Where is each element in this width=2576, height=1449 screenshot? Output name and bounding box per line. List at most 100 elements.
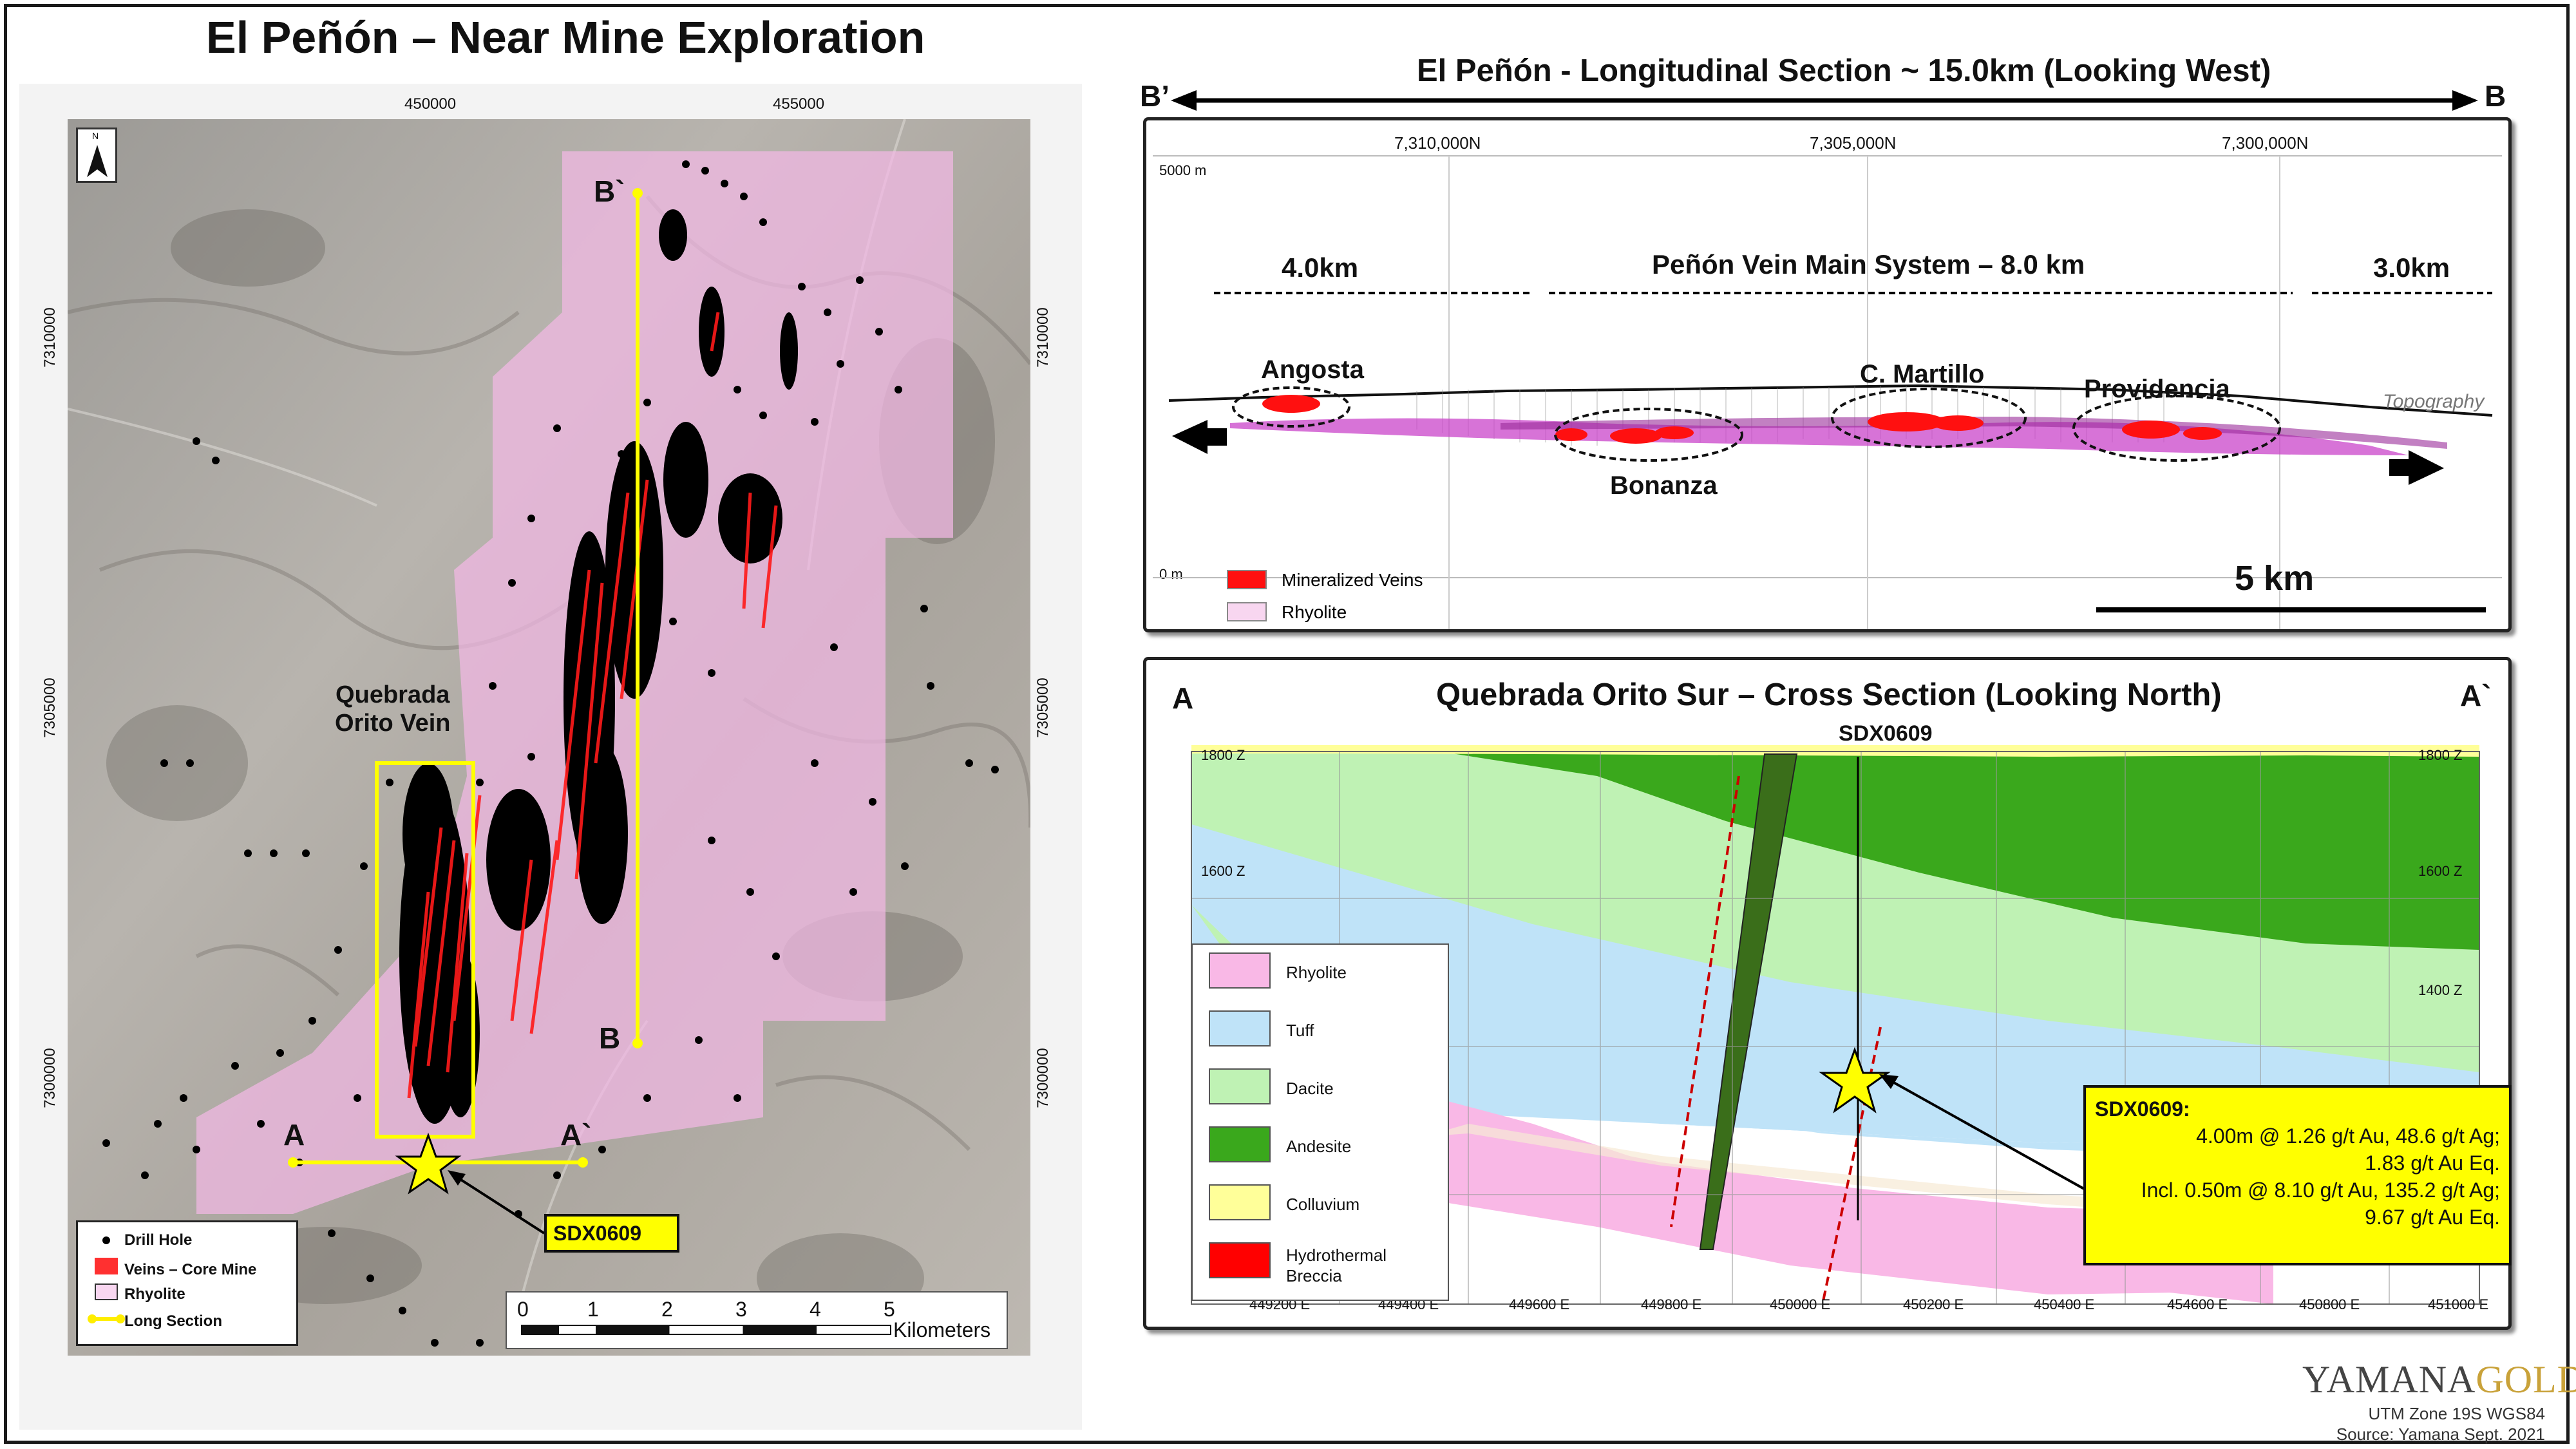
callout-line: 1.83 g/t Au Eq.	[2365, 1151, 2500, 1175]
scale-tick: 2	[661, 1298, 673, 1321]
legend-label-hydrothermal: Hydrothermal Breccia	[1286, 1245, 1387, 1286]
callout-leader	[453, 1174, 545, 1235]
long-section-end-left: B’	[1140, 79, 1170, 113]
long-section-graphic	[1153, 155, 2502, 629]
elev-left: 1800 Z	[1201, 747, 1245, 763]
cross-section-end-left: A	[1172, 681, 1194, 715]
legend-label: Hydrothermal	[1286, 1245, 1387, 1265]
deposit-label: C. Martillo	[1860, 360, 1985, 388]
map-top-tick: 450000	[404, 95, 457, 113]
easting: 450200 E	[1903, 1296, 1964, 1312]
veins-symbol	[95, 1258, 118, 1274]
geology-legend: Rhyolite Tuff Dacite Andesite Colluvium …	[1191, 943, 1449, 1301]
segment-label: Peñón Vein Main System – 8.0 km	[1652, 249, 2085, 279]
north-arrow-icon	[87, 145, 108, 177]
easting: 449800 E	[1641, 1296, 1702, 1312]
legend-label: Colluvium	[1286, 1195, 1360, 1214]
brand-yamana: YAMANA	[2302, 1358, 2476, 1401]
northing: 7,310,000N	[1394, 133, 1481, 153]
scale-tick: 1	[587, 1298, 599, 1321]
scale-unit: Kilometers	[893, 1318, 991, 1341]
legend-rhyolite: Rhyolite	[124, 1285, 185, 1303]
map-right-tick: 7305000	[1034, 677, 1052, 738]
map-left-tick: 7300000	[41, 1048, 59, 1108]
legend-swatch	[1209, 1010, 1271, 1046]
map-section-a2: A`	[560, 1118, 592, 1151]
brand-gold: GOLD	[2476, 1358, 2576, 1401]
deposit-label: Angosta	[1261, 355, 1364, 384]
assay-callout: SDX0609: 4.00m @ 1.26 g/t Au, 48.6 g/t A…	[2083, 1085, 2512, 1265]
deposit-label: Providencia	[2084, 375, 2230, 403]
mineralized-veins	[1262, 395, 2222, 444]
callout-title: SDX0609:	[2095, 1097, 2190, 1121]
callout-line: 9.67 g/t Au Eq.	[2365, 1206, 2500, 1229]
long-section-extent-arrow	[1171, 90, 2478, 111]
andesite-dike	[1699, 753, 1798, 1250]
quebrada-orito-box	[375, 761, 475, 1139]
callout-line: 4.00m @ 1.26 g/t Au, 48.6 g/t Ag;	[2196, 1124, 2500, 1148]
elev-left: 1600 Z	[1201, 863, 1245, 879]
map-right-tick: 7300000	[1034, 1048, 1052, 1108]
figure-frame	[4, 4, 2570, 1444]
cross-section-panel: A A` Quebrada Orito Sur – Cross Section …	[1143, 657, 2512, 1330]
long-section-panel: 7,310,000N 7,305,000N 7,300,000N 5000 m …	[1143, 117, 2512, 632]
legend-label-extra: Breccia	[1286, 1266, 1342, 1285]
legend-long-section: Long Section	[124, 1312, 222, 1330]
legend-swatch	[1209, 1126, 1271, 1162]
segment-label: 4.0km	[1282, 252, 1359, 283]
callout-line: Incl. 0.50m @ 8.10 g/t Au, 135.2 g/t Ag;	[2141, 1179, 2500, 1202]
easting: 451000 E	[2428, 1296, 2489, 1312]
northing: 7,300,000N	[2222, 133, 2309, 153]
legend-label: Dacite	[1286, 1079, 1334, 1098]
utm-zone: UTM Zone 19S WGS84	[2368, 1404, 2545, 1423]
scale-tick: 4	[810, 1298, 821, 1321]
scale-tick: 5	[884, 1298, 895, 1321]
legend-label: Andesite	[1286, 1137, 1352, 1156]
legend-rhyolite-label: Rhyolite	[1282, 602, 1347, 622]
legend-veins-swatch	[1227, 570, 1267, 589]
long-section-title: El Peñón - Longitudinal Section ~ 15.0km…	[1417, 53, 2271, 88]
elev-top: 5000 m	[1159, 162, 1207, 178]
hole-label: SDX0609	[1839, 721, 1933, 746]
source-note: Source: Yamana Sept. 2021	[2336, 1425, 2545, 1444]
map-section-b2: B`	[594, 175, 625, 208]
long-section-end-right: B	[2485, 79, 2506, 113]
cross-section-graphic	[1191, 745, 2480, 1305]
scale-tick: 0	[517, 1298, 529, 1321]
yamana-logo: YAMANAGOLD	[2302, 1358, 2576, 1402]
easting: 454600 E	[2167, 1296, 2228, 1312]
map-left-tick: 7310000	[41, 307, 59, 368]
map-callout: SDX0609	[544, 1214, 679, 1253]
map-section-a: A	[283, 1118, 305, 1151]
cross-section-end-right: A`	[2460, 679, 2492, 712]
drill-hole-symbol	[102, 1236, 110, 1244]
vein-label-line2: Orito Vein	[335, 710, 451, 737]
legend-veins-label: Mineralized Veins	[1282, 570, 1423, 590]
legend-veins: Veins – Core Mine	[124, 1261, 257, 1278]
map-scale-bar: 0 1 2 3 4 5 Kilometers	[506, 1291, 1008, 1349]
map-legend: Drill Hole Veins – Core Mine Rhyolite Lo…	[76, 1220, 298, 1346]
legend-drill-hole: Drill Hole	[124, 1231, 193, 1249]
map-top-tick: 455000	[773, 95, 825, 113]
elev-right: 1400 Z	[2418, 982, 2463, 998]
vein-label-line1: Quebrada	[336, 681, 450, 708]
legend-label: Tuff	[1286, 1021, 1314, 1040]
easting: 450400 E	[2034, 1296, 2095, 1312]
easting: 450000 E	[1770, 1296, 1831, 1312]
drill-holes-scatter	[102, 160, 999, 1347]
long-section-symbol	[88, 1314, 125, 1323]
elev-right: 1600 Z	[2418, 863, 2463, 879]
legend-swatch	[1209, 1068, 1271, 1104]
sdx0609-star	[395, 1132, 462, 1195]
legend-swatch	[1209, 1184, 1271, 1220]
rhyolite-symbol	[95, 1283, 118, 1300]
long-section-scale-label: 5 km	[2235, 559, 2315, 598]
legend-swatch	[1209, 1242, 1271, 1278]
topography-label: Topography	[2383, 391, 2485, 412]
satellite-map	[68, 119, 1030, 1356]
scale-tick: 3	[735, 1298, 747, 1321]
quebrada-vein-label: Quebrada Orito Vein	[335, 681, 450, 737]
cross-section-title: Quebrada Orito Sur – Cross Section (Look…	[1436, 677, 2222, 712]
elev-right: 1800 Z	[2418, 747, 2463, 763]
northing: 7,305,000N	[1810, 133, 1897, 153]
